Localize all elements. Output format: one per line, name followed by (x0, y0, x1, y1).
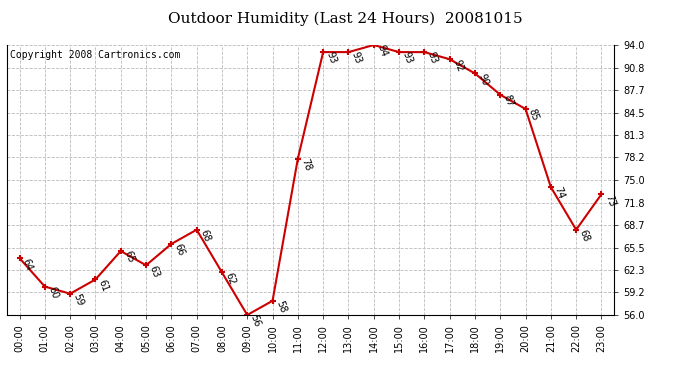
Text: 85: 85 (527, 108, 540, 123)
Text: Copyright 2008 Cartronics.com: Copyright 2008 Cartronics.com (10, 50, 180, 60)
Text: 93: 93 (324, 51, 338, 66)
Text: 60: 60 (46, 285, 60, 300)
Text: 93: 93 (400, 51, 414, 66)
Text: 94: 94 (375, 44, 388, 58)
Text: 58: 58 (274, 299, 288, 315)
Text: 66: 66 (172, 243, 186, 258)
Text: 62: 62 (224, 271, 237, 286)
Text: 93: 93 (426, 51, 440, 66)
Text: 61: 61 (97, 278, 110, 293)
Text: 78: 78 (299, 157, 313, 172)
Text: 56: 56 (248, 314, 262, 328)
Text: 64: 64 (21, 257, 34, 272)
Text: 68: 68 (578, 228, 591, 243)
Text: 87: 87 (502, 93, 515, 108)
Text: 65: 65 (122, 250, 136, 265)
Text: 59: 59 (72, 292, 85, 308)
Text: 93: 93 (350, 51, 364, 66)
Text: 74: 74 (552, 186, 566, 201)
Text: Outdoor Humidity (Last 24 Hours)  20081015: Outdoor Humidity (Last 24 Hours) 2008101… (168, 11, 522, 26)
Text: 92: 92 (451, 58, 464, 73)
Text: 63: 63 (148, 264, 161, 279)
Text: 73: 73 (603, 193, 616, 208)
Text: 68: 68 (198, 228, 212, 243)
Text: 90: 90 (476, 72, 490, 87)
